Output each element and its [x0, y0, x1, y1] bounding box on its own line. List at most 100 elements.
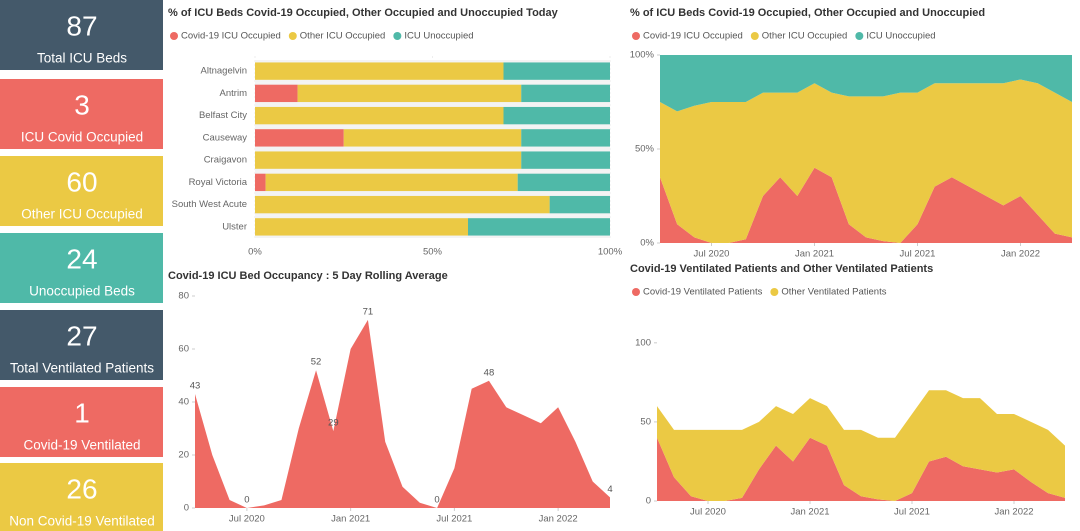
bar-segment [255, 218, 468, 236]
bar-segment [255, 62, 504, 80]
legend-swatch [288, 32, 297, 40]
legend-label: Other ICU Occupied [762, 31, 848, 42]
legend-label: Covid-19 Ventilated Patients [643, 287, 763, 298]
kpi-label: Other ICU Occupied [21, 207, 143, 222]
data-label: 4 [607, 484, 612, 495]
kpi-value: 87 [66, 10, 97, 41]
data-label: 29 [328, 418, 339, 429]
x-tick-label: Jul 2020 [690, 507, 726, 518]
legend-swatch [770, 288, 779, 296]
x-tick-label: Jan 2021 [790, 507, 829, 518]
y-tick-label: 0 [184, 503, 189, 514]
area [195, 319, 610, 508]
category-label: Belfast City [199, 110, 247, 121]
area [657, 390, 1065, 501]
bar-segment [521, 84, 610, 103]
bar-segment [517, 173, 610, 192]
kpi-label: Unoccupied Beds [29, 284, 135, 299]
x-tick-label: Jul 2021 [900, 249, 936, 260]
x-tick-label: Jul 2020 [229, 514, 265, 525]
bar-segment [255, 195, 550, 214]
kpi-label: ICU Covid Occupied [21, 130, 143, 145]
x-tick-label: Jul 2021 [436, 514, 472, 525]
kpi-value: 3 [74, 89, 90, 120]
bar-segment [255, 151, 522, 169]
legend-label: Covid-19 ICU Occupied [643, 31, 743, 42]
legend-label: Covid-19 ICU Occupied [181, 31, 281, 42]
kpi-label: Total ICU Beds [37, 51, 127, 66]
bar-segment [255, 173, 266, 192]
bar-segment [468, 218, 610, 236]
data-label: 48 [484, 367, 495, 378]
kpi-label: Total Ventilated Patients [10, 361, 154, 376]
bar-segment [503, 106, 610, 125]
bar-segment [265, 173, 518, 192]
x-tick-label: 50% [423, 247, 443, 258]
kpi-card [0, 79, 163, 149]
kpi-card [0, 156, 163, 226]
kpi-value: 26 [66, 473, 97, 504]
data-label: 0 [434, 495, 439, 506]
area [657, 437, 1065, 501]
chart-title: Covid-19 ICU Bed Occupancy : 5 Day Rolli… [168, 270, 448, 282]
bar-segment [521, 129, 610, 147]
y-tick-label: 20 [178, 450, 189, 461]
category-label: Causeway [203, 132, 248, 143]
chart-title: % of ICU Beds Covid-19 Occupied, Other O… [630, 7, 985, 19]
y-tick-label: 0 [646, 496, 651, 507]
legend-label: Other ICU Occupied [300, 31, 386, 42]
legend-swatch [855, 32, 864, 40]
chart-title: % of ICU Beds Covid-19 Occupied, Other O… [168, 7, 559, 19]
legend-swatch [393, 32, 402, 40]
data-label: 52 [311, 357, 322, 368]
kpi-card [0, 233, 163, 303]
y-tick-label: 60 [178, 344, 189, 355]
category-label: Craigavon [204, 155, 247, 166]
x-tick-label: Jan 2021 [331, 514, 370, 525]
area [660, 79, 1072, 243]
legend-label: ICU Unoccupied [404, 31, 473, 42]
area [660, 55, 1072, 112]
category-label: Antrim [220, 88, 248, 99]
kpi-card [0, 387, 163, 457]
data-label: 71 [363, 306, 374, 317]
x-tick-label: Jul 2021 [894, 507, 930, 518]
kpi-card [0, 310, 163, 380]
x-tick-label: 0% [248, 247, 262, 258]
data-label: 0 [244, 495, 249, 506]
legend-swatch [632, 32, 640, 40]
y-tick-label: 100 [635, 337, 651, 348]
category-label: Altnagelvin [201, 66, 247, 77]
category-label: South West Acute [172, 199, 247, 210]
bar-segment [255, 84, 298, 103]
legend-swatch [170, 32, 178, 40]
y-tick-label: 100% [630, 50, 655, 61]
bar-segment [255, 129, 344, 147]
y-tick-label: 50 [640, 416, 651, 427]
x-tick-label: Jan 2022 [1001, 249, 1040, 260]
kpi-card [0, 0, 163, 70]
kpi-card [0, 463, 163, 531]
x-tick-label: Jan 2022 [539, 514, 578, 525]
x-tick-label: 100% [598, 247, 623, 258]
y-tick-label: 50% [635, 144, 655, 155]
bar-segment [255, 106, 504, 125]
legend-swatch [750, 32, 759, 40]
bar-segment [343, 129, 522, 147]
kpi-value: 60 [66, 166, 97, 197]
chart-title: Covid-19 Ventilated Patients and Other V… [630, 263, 933, 275]
category-label: Ulster [222, 221, 247, 232]
category-label: Royal Victoria [189, 177, 248, 188]
legend-label: ICU Unoccupied [866, 31, 935, 42]
bar-segment [503, 62, 610, 80]
data-label: 43 [190, 381, 201, 392]
y-tick-label: 0% [640, 238, 654, 249]
legend-label: Other Ventilated Patients [781, 287, 886, 298]
kpi-label: Non Covid-19 Ventilated [9, 514, 155, 529]
kpi-label: Covid-19 Ventilated [23, 438, 140, 453]
kpi-value: 1 [74, 397, 90, 428]
bar-segment [297, 84, 522, 103]
y-tick-label: 40 [178, 397, 189, 408]
bar-segment [549, 195, 610, 214]
